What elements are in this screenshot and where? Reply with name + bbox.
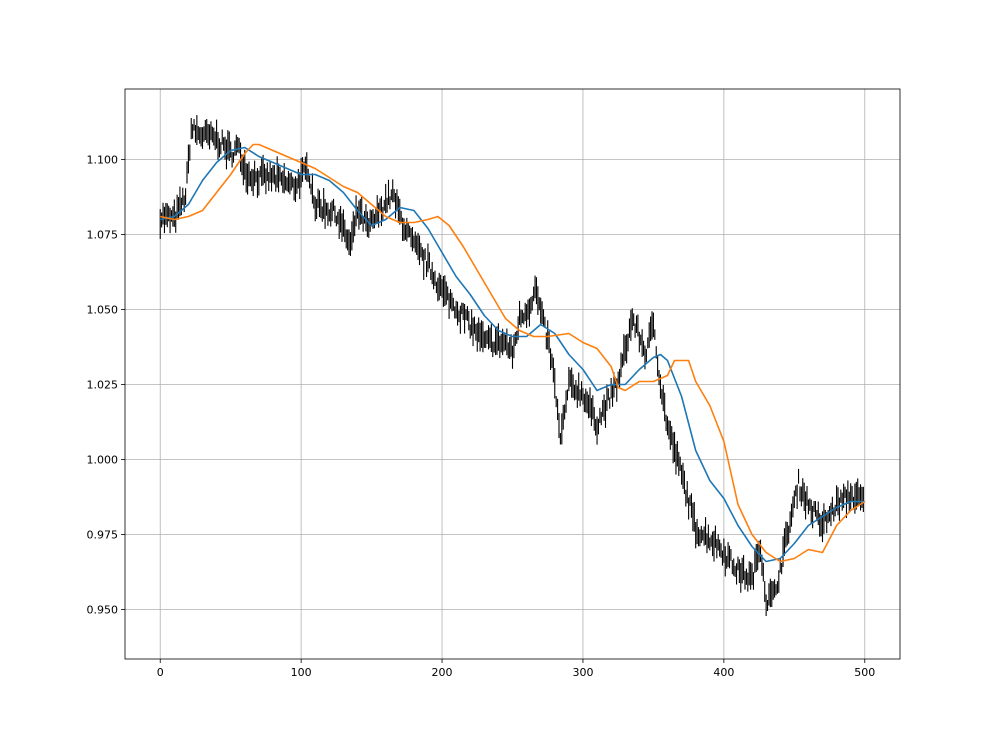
slow-ma-line [160,143,866,563]
axis-ticks: 0 100 200 300 400 500 0.950 0.975 1.000 1.025 1.05… [87,154,876,680]
y-tick-label: 1.000 [87,454,119,467]
x-tick-label: 200 [432,666,453,679]
x-tick-label: 300 [572,666,593,679]
y-tick-label: 0.975 [87,529,119,542]
y-tick-label: 1.050 [87,304,119,317]
fast-ma-line [160,146,865,563]
y-tick-label: 1.100 [87,154,119,167]
x-tick-label: 100 [291,666,312,679]
y-tick-label: 1.025 [87,379,119,392]
price-bars [159,115,864,617]
y-tick-label: 0.950 [87,604,119,617]
moving-average-lines [160,143,866,563]
grid [125,89,900,659]
y-tick-label: 1.075 [87,229,119,242]
x-tick-label: 0 [157,666,164,679]
x-tick-label: 400 [713,666,734,679]
plot-frame [124,88,901,660]
x-tick-label: 500 [854,666,875,679]
